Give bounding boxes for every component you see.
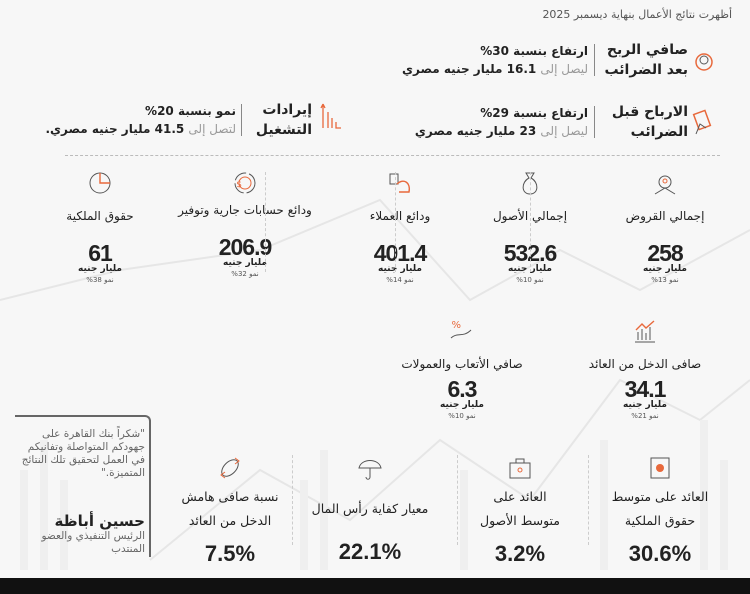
profit-before-tax-detail: ارتفاع بنسبة 29% ليصل إلى 23 مليار جنيه … — [414, 106, 588, 138]
ratio-card: العائد على متوسط الأصول 3.2% — [450, 455, 590, 567]
column-divider — [292, 455, 293, 545]
quote-author: حسين أباظة — [54, 512, 145, 530]
metric-label: إجمالي القروض — [625, 209, 705, 223]
quote-text: "شكراً بنك القاهرة على جهودكم المتواصلة … — [21, 428, 145, 479]
quote-box — [15, 415, 151, 557]
metric-growth: نمو 21% — [631, 412, 659, 420]
column-divider — [395, 172, 396, 272]
metric-growth: نمو 32% — [231, 270, 259, 278]
metric-growth: نمو 14% — [386, 276, 414, 284]
ratio-label: نسبة صافى هامش الدخل من العائد — [181, 489, 279, 528]
net-profit-detail: ارتفاع بنسبة 30% ليصل إلى 16.1 مليار جني… — [402, 44, 588, 76]
metric-growth: نمو 13% — [651, 276, 679, 284]
ratio-card: نسبة صافى هامش الدخل من العائد 7.5% — [160, 455, 300, 567]
divider — [594, 44, 595, 76]
metric-unit: مليار جنيه — [440, 400, 484, 410]
metric-card: إجمالي القروض 258 مليار جنيه نمو 13% — [595, 170, 735, 286]
profit-before-tax-label: الارباح قبل الضرائب — [611, 104, 688, 140]
ratio-value: 3.2% — [494, 541, 546, 566]
operating-revenue-detail: نمو بنسبة 20% لتصل إلى 41.5 مليار جنيه م… — [45, 104, 236, 136]
metric-growth: نمو 10% — [516, 276, 544, 284]
ratio-label: العائد على متوسط الأصول — [480, 489, 560, 528]
section-divider — [65, 155, 720, 156]
metric-value: 401.4 — [373, 240, 428, 266]
growth-chart-icon — [635, 320, 655, 343]
column-divider — [530, 172, 531, 272]
ratio-value: 7.5% — [204, 541, 256, 566]
metric-value: 61 — [88, 240, 113, 266]
column-divider — [457, 455, 458, 545]
ratio-card: معيار كفاية رأس المال 22.1% — [300, 455, 440, 565]
bottom-bar — [0, 578, 750, 594]
money-bag-icon — [692, 48, 714, 78]
operating-revenue-label: إيرادات التشغيل — [255, 102, 312, 138]
metric-card: % صافي الأتعاب والعمولات 6.3 مليار جنيه … — [392, 318, 532, 422]
divider — [594, 106, 595, 138]
metric-value: 6.3 — [447, 376, 478, 402]
ratio-label: العائد على متوسط حقوق الملكية — [611, 489, 709, 528]
metric-label: حقوق الملكية — [66, 209, 134, 223]
metric-growth: نمو 10% — [448, 412, 476, 420]
metric-label: صافى الدخل من العائد — [588, 357, 702, 371]
metric-card: حقوق الملكية 61 مليار جنيه نمو 38% — [30, 170, 170, 286]
metric-label: صافي الأتعاب والعمولات — [401, 357, 523, 371]
metric-unit: مليار جنيه — [378, 264, 422, 274]
divider — [241, 104, 242, 136]
svg-text:$: $ — [236, 180, 242, 190]
bar-chart-icon — [320, 102, 342, 134]
ratio-value: 22.1% — [338, 539, 402, 564]
metric-growth: نمو 38% — [86, 276, 114, 284]
metric-value: 34.1 — [624, 376, 667, 402]
briefcase-icon — [509, 458, 531, 479]
pie-chart-icon — [89, 172, 111, 194]
ratio-label: معيار كفاية رأس المال — [311, 501, 429, 516]
svg-text:%: % — [451, 320, 461, 331]
metric-label: ودائع حسابات جارية وتوفير — [178, 203, 312, 217]
exchange-icon — [220, 457, 240, 479]
net-profit-label: صافي الربح بعد الضرائب — [604, 42, 688, 78]
ratio-card: العائد على متوسط حقوق الملكية 30.6% — [590, 455, 730, 567]
metric-card: صافى الدخل من العائد 34.1 مليار جنيه نمو… — [575, 318, 715, 422]
umbrella-icon — [358, 460, 382, 480]
metric-value: 206.9 — [218, 234, 273, 260]
metric-unit: مليار جنيه — [643, 264, 687, 274]
cycle-dollar-icon: $ — [234, 172, 256, 194]
quote-author-role: الرئيس التنفيذي والعضو المنتدب — [41, 530, 145, 555]
metric-value: 258 — [647, 240, 683, 266]
column-divider — [265, 172, 266, 272]
deposit-hand-icon — [389, 173, 411, 193]
page-title: أظهرت نتائج الأعمال بنهاية ديسمبر 2025 — [542, 8, 732, 21]
hand-money-icon — [692, 108, 714, 140]
metric-unit: مليار جنيه — [223, 258, 267, 268]
hand-percent-icon: % — [450, 320, 472, 339]
metric-label: إجمالي الأصول — [492, 209, 568, 223]
metric-card: ودائع العملاء 401.4 مليار جنيه نمو 14% — [330, 170, 470, 286]
metric-unit: مليار جنيه — [78, 264, 122, 274]
metric-unit: مليار جنيه — [623, 400, 667, 410]
loans-icon — [654, 175, 676, 195]
ratio-value: 30.6% — [628, 541, 692, 566]
column-divider — [588, 455, 589, 545]
safe-icon — [650, 457, 670, 479]
metric-card: $ ودائع حسابات جارية وتوفير 206.9 مليار … — [175, 170, 315, 280]
metric-label: ودائع العملاء — [369, 209, 431, 223]
